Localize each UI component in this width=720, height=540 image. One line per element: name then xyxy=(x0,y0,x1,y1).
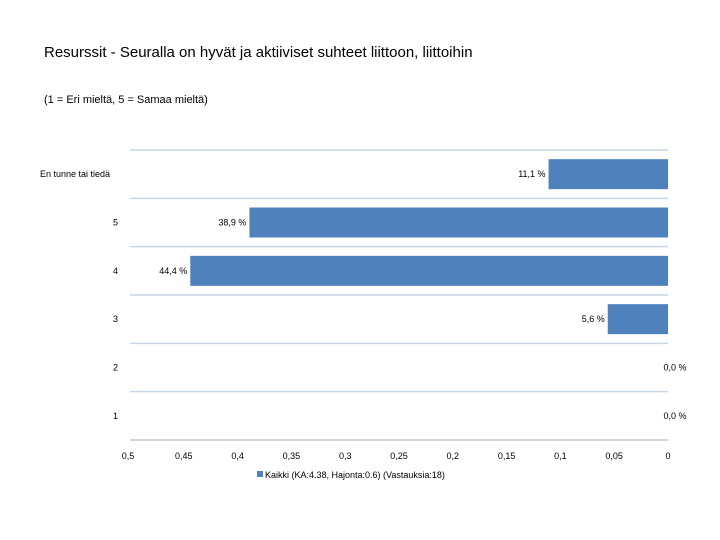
x-tick-label: 0,2 xyxy=(447,451,460,461)
chart-subtitle: (1 = Eri mieltä, 5 = Samaa mieltä) xyxy=(44,94,208,106)
value-label: 5,6 % xyxy=(582,314,605,324)
category-label: 1 xyxy=(113,411,118,421)
x-tick-label: 0 xyxy=(665,451,670,461)
category-label: 2 xyxy=(113,363,118,373)
x-tick-label: 0,05 xyxy=(605,451,623,461)
category-label: 4 xyxy=(113,266,118,276)
x-tick-label: 0,3 xyxy=(339,451,352,461)
bar xyxy=(607,304,668,335)
value-label: 44,4 % xyxy=(159,266,187,276)
value-label: 0,0 % xyxy=(663,411,686,421)
x-tick-label: 0,4 xyxy=(231,451,244,461)
x-tick-label: 0,35 xyxy=(283,451,301,461)
bar xyxy=(190,255,669,286)
x-tick-label: 0,5 xyxy=(122,451,135,461)
category-label: 5 xyxy=(113,218,118,228)
legend-swatch xyxy=(257,471,263,477)
bar xyxy=(548,159,668,190)
x-tick-label: 0,25 xyxy=(390,451,408,461)
value-label: 0,0 % xyxy=(663,363,686,373)
bar xyxy=(249,207,668,238)
x-tick-label: 0,1 xyxy=(554,451,567,461)
value-label: 11,1 % xyxy=(518,169,545,179)
chart-title: Resurssit - Seuralla on hyvät ja aktiivi… xyxy=(44,44,473,61)
legend-label: Kaikki (KA:4.38, Hajonta:0.6) (Vastauksi… xyxy=(265,470,445,480)
category-label: En tunne tai tiedä xyxy=(40,169,110,179)
x-tick-label: 0,15 xyxy=(498,451,516,461)
category-label: 3 xyxy=(113,314,118,324)
value-label: 38,9 % xyxy=(218,218,246,228)
x-tick-label: 0,45 xyxy=(175,451,193,461)
